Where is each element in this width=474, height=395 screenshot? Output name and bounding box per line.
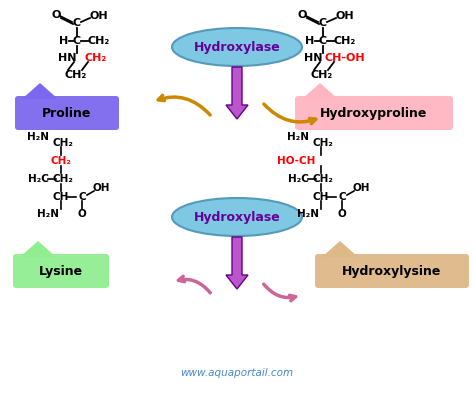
Text: O: O <box>297 10 307 20</box>
Text: C: C <box>78 192 86 202</box>
Text: H₂N: H₂N <box>27 132 49 142</box>
Text: H₂C: H₂C <box>288 174 309 184</box>
FancyBboxPatch shape <box>13 254 109 288</box>
Text: CH: CH <box>53 192 69 202</box>
Text: C: C <box>73 18 81 28</box>
Text: H₂N: H₂N <box>287 132 309 142</box>
Polygon shape <box>302 83 338 99</box>
Text: CH₂: CH₂ <box>311 70 333 80</box>
Text: CH₂: CH₂ <box>312 138 333 148</box>
Text: OH: OH <box>92 183 110 193</box>
Text: O: O <box>51 10 61 20</box>
Polygon shape <box>322 241 358 257</box>
Text: HO-CH: HO-CH <box>277 156 315 166</box>
Text: OH: OH <box>90 11 109 21</box>
Ellipse shape <box>172 198 302 236</box>
Polygon shape <box>20 241 56 257</box>
Text: H: H <box>305 36 315 46</box>
Text: Hydroxylysine: Hydroxylysine <box>342 265 442 278</box>
Ellipse shape <box>172 28 302 66</box>
Text: Proline: Proline <box>42 107 91 120</box>
Text: CH₂: CH₂ <box>85 53 107 63</box>
Text: C: C <box>73 36 81 46</box>
Text: CH-OH: CH-OH <box>325 53 365 63</box>
Text: O: O <box>337 209 346 219</box>
Text: CH₂: CH₂ <box>65 70 87 80</box>
Text: CH₂: CH₂ <box>53 138 73 148</box>
Text: C: C <box>319 18 327 28</box>
Text: H₂C: H₂C <box>27 174 48 184</box>
Text: OH: OH <box>336 11 354 21</box>
Text: C: C <box>338 192 346 202</box>
Text: HN: HN <box>58 53 76 63</box>
Text: H: H <box>59 36 69 46</box>
Text: www.aquaportail.com: www.aquaportail.com <box>181 368 293 378</box>
FancyArrow shape <box>226 237 248 289</box>
Text: H₂N: H₂N <box>297 209 319 219</box>
Text: Hydroxylase: Hydroxylase <box>193 41 281 53</box>
FancyBboxPatch shape <box>315 254 469 288</box>
Text: O: O <box>78 209 86 219</box>
Text: CH₂: CH₂ <box>53 174 73 184</box>
Text: Hydroxylase: Hydroxylase <box>193 211 281 224</box>
Text: OH: OH <box>352 183 370 193</box>
Text: Hydroxyproline: Hydroxyproline <box>320 107 428 120</box>
FancyBboxPatch shape <box>15 96 119 130</box>
Text: CH₂: CH₂ <box>334 36 356 46</box>
FancyBboxPatch shape <box>295 96 453 130</box>
Text: HN: HN <box>304 53 322 63</box>
Text: CH₂: CH₂ <box>88 36 110 46</box>
Polygon shape <box>22 83 58 99</box>
Text: CH: CH <box>313 192 329 202</box>
Text: C: C <box>319 36 327 46</box>
Text: H₂N: H₂N <box>37 209 59 219</box>
Text: Lysine: Lysine <box>39 265 83 278</box>
Text: CH₂: CH₂ <box>51 156 72 166</box>
Text: CH₂: CH₂ <box>312 174 333 184</box>
FancyArrow shape <box>226 67 248 119</box>
